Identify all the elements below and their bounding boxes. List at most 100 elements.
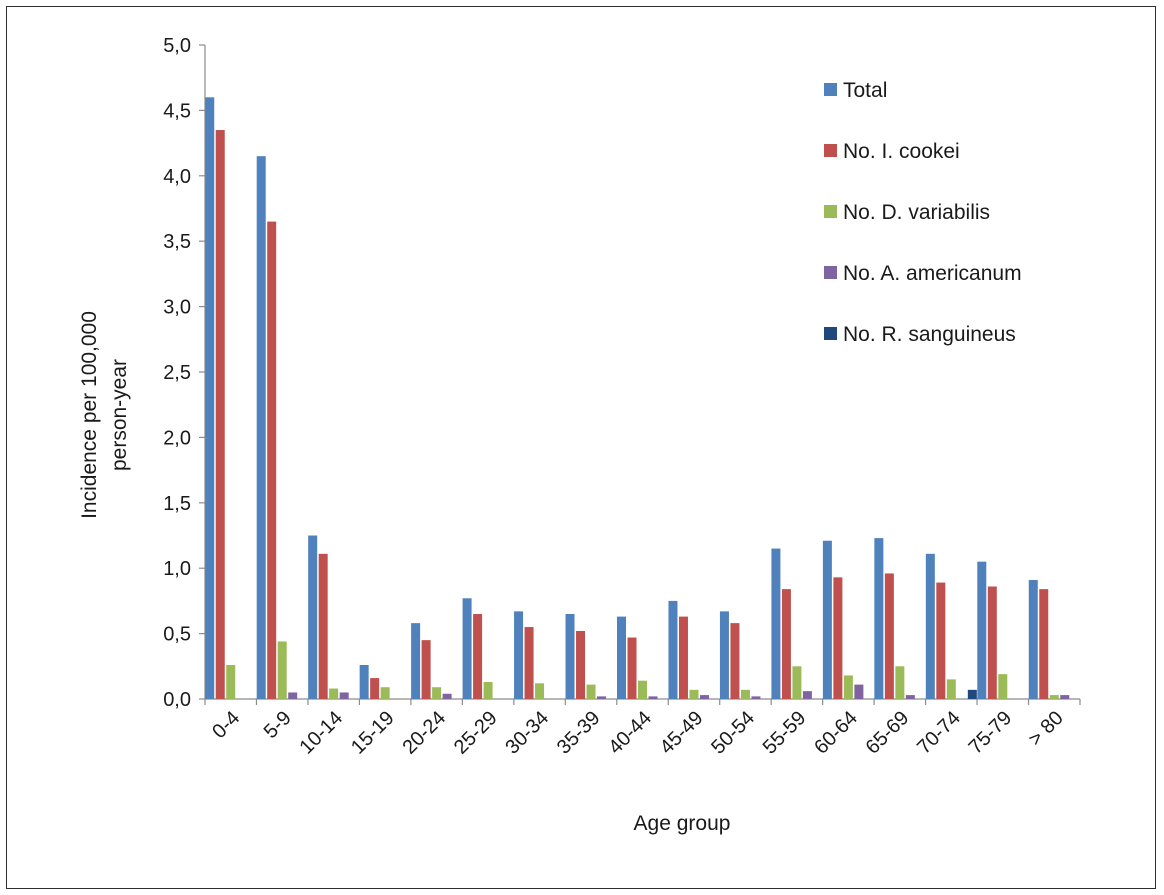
legend-label: Total (843, 79, 887, 102)
y-axis: 0,0 0,5 1,0 1,5 2,0 2,5 3,0 3,5 4,0 4,5 5,0 (163, 35, 206, 711)
bar (442, 693, 452, 699)
x-tick-label: 75-79 (965, 707, 1017, 759)
x-tick-label: 25-29 (450, 707, 502, 759)
bar (308, 535, 318, 699)
bar (668, 600, 678, 699)
x-tick-label: > 80 (1024, 707, 1067, 750)
bar (699, 695, 709, 699)
bar (565, 613, 575, 699)
bar (689, 689, 699, 699)
bar (627, 637, 637, 699)
x-tick-label: 45-49 (656, 707, 708, 759)
x-tick-label: 0-4 (208, 707, 244, 743)
bar (359, 664, 369, 699)
bar (719, 611, 729, 699)
bar (617, 616, 626, 699)
x-tick-label: 50-54 (707, 707, 759, 759)
bar (854, 684, 864, 699)
y-tick-label: 1,0 (163, 558, 191, 580)
y-tick-label: 2,5 (163, 362, 191, 384)
bar (771, 548, 781, 699)
bar (874, 538, 884, 699)
bar (751, 696, 761, 699)
legend-swatch (824, 327, 837, 340)
bar (925, 553, 935, 699)
bar (730, 623, 740, 699)
y-axis-title-line-2: person-year (108, 359, 131, 471)
legend-label: No. R. sanguineus (843, 323, 1016, 346)
bar (215, 130, 225, 699)
chart-frame (6, 6, 1156, 889)
bar (987, 586, 997, 699)
x-tick-label: 15-19 (347, 707, 399, 759)
bar (1039, 589, 1049, 699)
bar (473, 613, 483, 699)
legend-label: No. A. americanum (843, 262, 1022, 285)
bar (936, 582, 946, 699)
bar (967, 689, 977, 699)
legend-swatch (824, 205, 837, 218)
legend-swatch (824, 266, 837, 279)
bar (432, 687, 442, 699)
bar (576, 630, 586, 699)
bar (1028, 579, 1038, 699)
bar (895, 666, 905, 699)
bar (514, 611, 524, 699)
bar (329, 688, 339, 699)
legend-label: No. I. cookei (843, 140, 960, 163)
y-tick-label: 0,0 (163, 689, 191, 711)
bar (884, 573, 894, 699)
bar (638, 680, 647, 699)
bar (226, 664, 236, 699)
x-tick-label: 5-9 (260, 707, 296, 743)
bar (318, 553, 328, 699)
bar (267, 221, 277, 699)
bars (205, 97, 1070, 699)
y-tick-label: 3,0 (163, 297, 191, 319)
bar (411, 623, 421, 699)
bar (462, 598, 472, 699)
legend-swatch (824, 144, 837, 157)
bar (998, 674, 1008, 699)
bar (822, 540, 832, 699)
x-axis-title: Age group (634, 812, 731, 835)
legend-label: No. D. variabilis (843, 201, 990, 224)
bar (586, 684, 596, 699)
bar (524, 627, 534, 699)
bar (792, 666, 802, 699)
bar (946, 679, 956, 699)
bar (535, 683, 545, 699)
y-tick-label: 5,0 (163, 35, 191, 57)
x-tick-label: 30-34 (501, 707, 553, 759)
y-axis-title-line-1: Incidence per 100,000 (78, 311, 101, 519)
bar (205, 97, 215, 699)
x-axis: 0-4 5-9 10-14 15-19 20-24 25-29 30-34 35-39 40-4… (204, 698, 1081, 759)
bar (597, 696, 607, 699)
bar (1049, 695, 1059, 699)
y-tick-label: 0,5 (163, 624, 191, 646)
y-tick-label: 4,5 (163, 100, 191, 122)
bar (277, 641, 287, 699)
x-tick-label: 65-69 (862, 707, 914, 759)
bar (421, 640, 431, 699)
x-tick-label: 40-44 (604, 707, 656, 759)
y-tick-label: 1,5 (163, 493, 191, 515)
bar (648, 696, 658, 699)
y-tick-label: 2,0 (163, 427, 191, 449)
bar (256, 156, 266, 699)
bar (1060, 695, 1070, 699)
x-tick-label: 35-39 (553, 707, 605, 759)
x-tick-label: 10-14 (295, 707, 347, 759)
bar (833, 577, 843, 699)
legend: Total No. I. cookei No. D. variabilis No. A… (824, 79, 1022, 346)
bar (977, 561, 987, 699)
x-tick-label: 55-59 (759, 707, 811, 759)
bar (370, 678, 380, 699)
y-tick-label: 3,5 (163, 231, 191, 253)
bar (339, 692, 349, 699)
bar (802, 691, 812, 699)
bar (740, 689, 750, 699)
legend-swatch (824, 83, 837, 96)
bar (781, 589, 791, 699)
